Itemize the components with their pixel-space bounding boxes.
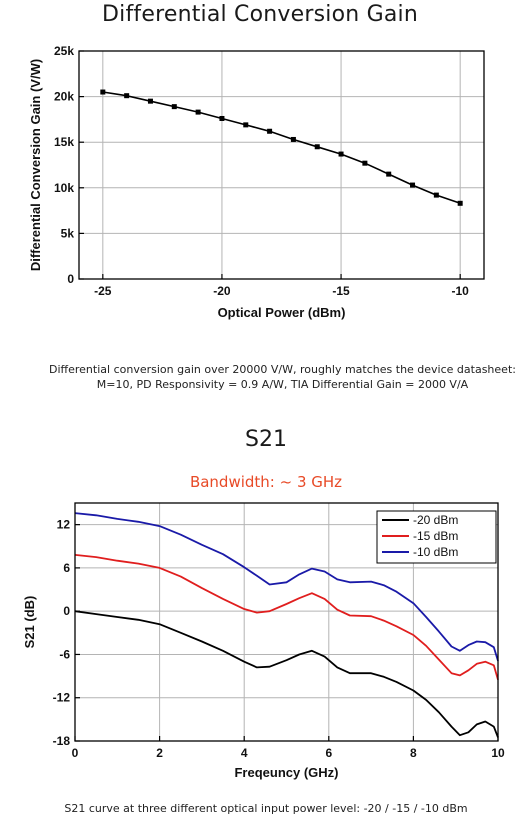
data-point	[124, 93, 130, 99]
y-tick-label: -12	[53, 691, 71, 705]
chart2-caption: S21 curve at three different optical inp…	[64, 802, 468, 815]
x-tick-label: -10	[452, 284, 470, 298]
y-tick-label: 12	[57, 518, 71, 532]
data-point	[171, 104, 177, 110]
x-axis-label: Freqeuncy (GHz)	[234, 765, 338, 780]
x-tick-label: 0	[72, 746, 79, 760]
series-line-2	[74, 512, 499, 662]
y-tick-label: 0	[63, 604, 70, 618]
data-point	[290, 136, 296, 142]
data-point	[243, 122, 249, 128]
data-point	[362, 160, 368, 166]
data-point	[147, 98, 153, 104]
chart1-caption-line1: Differential conversion gain over 20000 …	[49, 363, 516, 376]
data-point	[100, 89, 106, 95]
x-tick-label: -25	[94, 284, 112, 298]
x-tick-label: 8	[410, 746, 417, 760]
data-point	[195, 109, 201, 115]
y-tick-label: 10k	[54, 181, 74, 195]
chart1-title: Differential Conversion Gain	[102, 2, 418, 27]
data-point	[314, 144, 320, 150]
x-tick-label: 2	[156, 746, 163, 760]
x-tick-label: 4	[241, 746, 248, 760]
chart1-caption: Differential conversion gain over 20000 …	[40, 362, 525, 392]
y-tick-label: -18	[53, 734, 71, 748]
chart2-subtitle: Bandwidth: ~ 3 GHz	[189, 473, 343, 491]
series-line-0	[102, 91, 461, 205]
y-tick-label: 25k	[54, 44, 74, 58]
conversion-gain-chart: -25 -20 -15 -10 0 5k 10k 15k 20k 25k Optical Power…	[28, 44, 485, 320]
data-point	[386, 171, 392, 177]
legend-label-0: -20 dBm	[413, 513, 458, 527]
x-tick-label: 6	[325, 746, 332, 760]
data-point	[219, 115, 225, 121]
s21-chart: 0 2 4 6 8 10 -18 -12 -6 0 6 12 Freqeuncy (GHz) S21 (d…	[22, 502, 505, 780]
series-line-1	[74, 554, 499, 680]
y-tick-label: 5k	[61, 226, 75, 240]
y-tick-label: 20k	[54, 90, 74, 104]
data-point	[338, 151, 344, 157]
plot-frame	[78, 50, 485, 280]
data-point	[410, 182, 416, 188]
x-tick-label: -20	[213, 284, 231, 298]
x-tick-label: 10	[491, 746, 505, 760]
x-axis-label: Optical Power (dBm)	[218, 305, 346, 320]
x-tick-label: -15	[332, 284, 350, 298]
y-tick-label: 0	[67, 272, 74, 286]
plot-frame	[74, 502, 499, 742]
y-tick-label: -6	[59, 647, 70, 661]
y-tick-label: 15k	[54, 135, 74, 149]
data-point	[267, 128, 273, 134]
y-axis-label: Differential Conversion Gain (V/W)	[28, 59, 43, 271]
data-point	[457, 200, 463, 206]
y-axis-label: S21 (dB)	[22, 596, 37, 649]
legend-label-1: -15 dBm	[413, 529, 458, 543]
legend-label-2: -10 dBm	[413, 545, 458, 559]
series-line-0	[74, 610, 499, 738]
y-tick-label: 6	[63, 561, 70, 575]
data-point	[433, 192, 439, 198]
chart1-caption-line2: M=10, PD Responsivity = 0.9 A/W, TIA Dif…	[96, 378, 469, 391]
chart2-title: S21	[245, 427, 287, 452]
